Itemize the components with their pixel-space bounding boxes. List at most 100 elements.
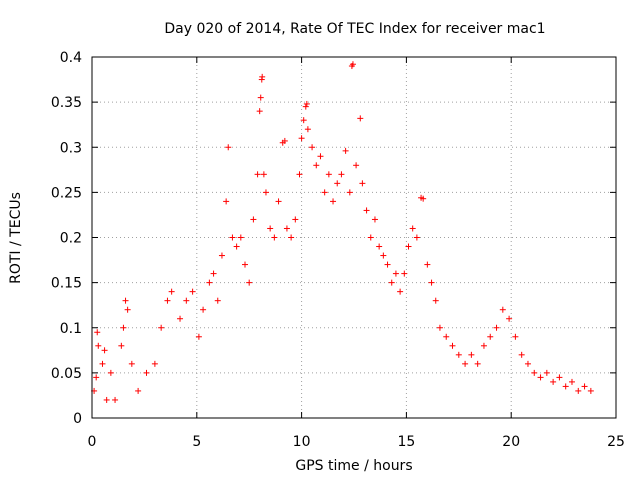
- data-point: [233, 243, 240, 250]
- data-point: [405, 243, 412, 250]
- axis-ticks: 0 0.05 0.1 0.15 0.2 0.25 0.3 0.35 0.4 0 5 10 15 20 25: [51, 50, 625, 450]
- y-tick-label: 0.35: [51, 95, 82, 111]
- data-point: [262, 189, 269, 196]
- data-point: [371, 216, 378, 223]
- data-point: [151, 360, 158, 367]
- data-point: [229, 234, 236, 241]
- y-tick-label: 0.05: [51, 366, 82, 382]
- data-point: [349, 61, 356, 68]
- data-point: [93, 374, 100, 381]
- data-point: [298, 135, 305, 142]
- data-point: [367, 234, 374, 241]
- y-axis-label: ROTI / TECUs: [8, 192, 24, 284]
- data-point: [499, 306, 506, 313]
- data-point: [158, 324, 165, 331]
- data-point: [242, 261, 249, 268]
- data-point: [353, 162, 360, 169]
- data-point: [317, 153, 324, 160]
- data-point: [321, 189, 328, 196]
- data-point: [101, 347, 108, 354]
- data-point: [206, 279, 213, 286]
- data-point: [568, 378, 575, 385]
- data-point: [118, 342, 125, 349]
- data-point: [436, 324, 443, 331]
- data-point: [267, 225, 274, 232]
- data-point: [189, 288, 196, 295]
- data-point: [128, 360, 135, 367]
- data-point: [259, 73, 266, 80]
- y-tick-label: 0.1: [60, 321, 82, 337]
- data-point: [556, 374, 563, 381]
- data-point: [99, 360, 106, 367]
- data-point: [275, 198, 282, 205]
- data-point: [428, 279, 435, 286]
- y-tick-label: 0.4: [60, 50, 82, 66]
- data-point: [587, 387, 594, 394]
- data-point: [330, 198, 337, 205]
- data-point: [292, 216, 299, 223]
- data-point: [313, 162, 320, 169]
- data-point: [288, 234, 295, 241]
- data-point: [164, 297, 171, 304]
- data-point: [237, 234, 244, 241]
- data-point: [177, 315, 184, 322]
- x-tick-label: 25: [607, 434, 625, 450]
- data-point: [518, 351, 525, 358]
- data-point: [271, 234, 278, 241]
- data-point: [218, 252, 225, 259]
- data-point: [120, 324, 127, 331]
- data-point: [575, 387, 582, 394]
- data-point: [103, 396, 110, 403]
- data-point: [420, 195, 427, 202]
- data-point: [409, 225, 416, 232]
- data-point: [300, 117, 307, 124]
- data-point: [122, 297, 129, 304]
- data-point: [95, 342, 102, 349]
- data-point: [325, 171, 332, 178]
- data-point: [200, 306, 207, 313]
- data-point: [143, 369, 150, 376]
- data-point: [124, 306, 131, 313]
- data-point: [257, 94, 264, 101]
- x-tick-label: 5: [192, 434, 201, 450]
- data-point: [376, 243, 383, 250]
- data-point: [397, 288, 404, 295]
- y-tick-label: 0.15: [51, 276, 82, 292]
- data-points: [91, 61, 594, 403]
- data-point: [183, 297, 190, 304]
- chart-title: Day 020 of 2014, Rate Of TEC Index for r…: [164, 21, 545, 37]
- data-point: [363, 207, 370, 214]
- data-point: [581, 383, 588, 390]
- data-point: [550, 378, 557, 385]
- data-point: [210, 270, 217, 277]
- data-point: [443, 333, 450, 340]
- x-tick-label: 20: [502, 434, 520, 450]
- data-point: [487, 333, 494, 340]
- data-point: [135, 387, 142, 394]
- data-point: [357, 115, 364, 122]
- data-point: [107, 369, 114, 376]
- data-point: [94, 329, 101, 336]
- data-point: [303, 100, 310, 107]
- data-point: [512, 333, 519, 340]
- data-point: [359, 180, 366, 187]
- data-point: [531, 369, 538, 376]
- data-point: [506, 315, 513, 322]
- data-point: [474, 360, 481, 367]
- plot-frame: [91, 56, 617, 419]
- y-tick-label: 0.2: [60, 231, 82, 247]
- x-axis-label: GPS time / hours: [295, 458, 412, 474]
- data-point: [338, 171, 345, 178]
- data-point: [432, 297, 439, 304]
- x-tick-label: 15: [397, 434, 415, 450]
- data-point: [543, 369, 550, 376]
- y-tick-label: 0: [73, 411, 82, 427]
- data-point: [334, 180, 341, 187]
- data-point: [449, 342, 456, 349]
- data-point: [342, 147, 349, 154]
- data-point: [424, 261, 431, 268]
- x-tick-label: 0: [88, 434, 97, 450]
- data-point: [493, 324, 500, 331]
- data-point: [309, 144, 316, 151]
